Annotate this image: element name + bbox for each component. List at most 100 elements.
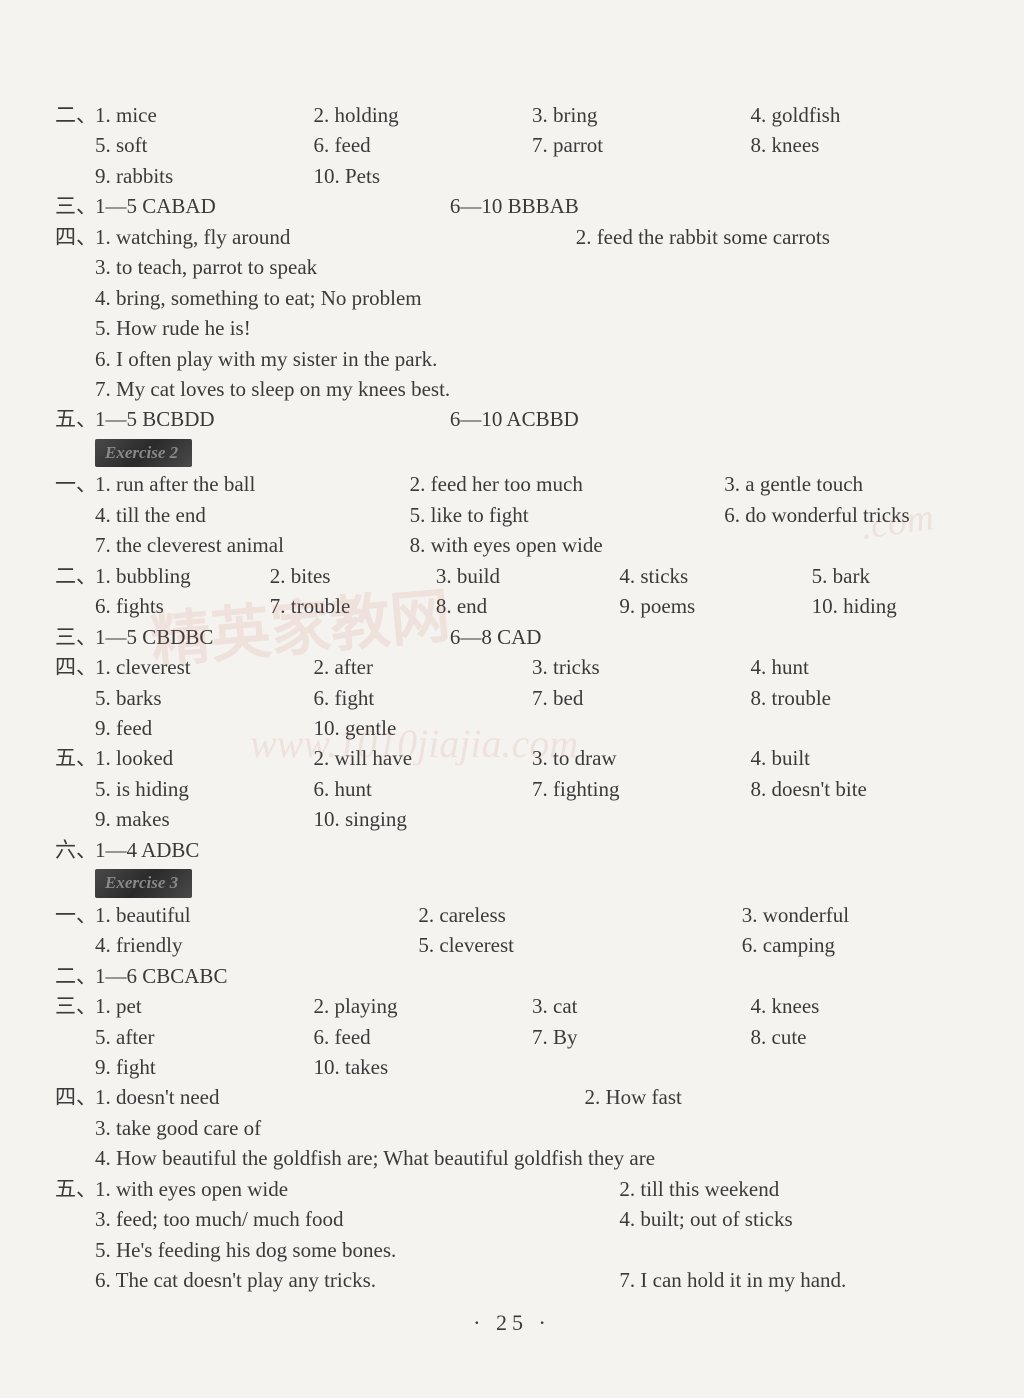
answer-item: 2. will have bbox=[314, 743, 533, 773]
section-b3-5: 五、 1. with eyes open wide 2. till this w… bbox=[55, 1174, 969, 1296]
answer-item: 3. to teach, parrot to speak bbox=[95, 252, 969, 282]
answer-item: 3. a gentle touch bbox=[724, 469, 969, 499]
answer-item: 6. fight bbox=[314, 683, 533, 713]
answer-item: 2. bites bbox=[270, 561, 436, 591]
section-label: 三、 bbox=[55, 991, 95, 1021]
answer-item: 2. holding bbox=[314, 100, 533, 130]
section-label: 一、 bbox=[55, 469, 95, 499]
answer-item: 4. sticks bbox=[619, 561, 811, 591]
section-b2-3: 三、 1—5 CBDBC 6—8 CAD bbox=[55, 622, 969, 652]
answer-item: 8. with eyes open wide bbox=[410, 530, 603, 560]
answer-item: 9. rabbits bbox=[95, 161, 314, 191]
section-label: 五、 bbox=[55, 404, 95, 434]
answer-item: 6—10 BBBAB bbox=[450, 191, 579, 221]
answer-item: 4. built bbox=[751, 743, 970, 773]
answer-item: 2. till this weekend bbox=[619, 1174, 779, 1204]
answer-item: 6. The cat doesn't play any tricks. bbox=[95, 1265, 619, 1295]
answer-item: 1. mice bbox=[95, 100, 314, 130]
answer-item: 2. How fast bbox=[584, 1082, 681, 1112]
answer-item: 6. do wonderful tricks bbox=[724, 500, 969, 530]
answer-item: 5. soft bbox=[95, 130, 314, 160]
answer-item: 7. My cat loves to sleep on my knees bes… bbox=[95, 374, 969, 404]
answer-item: 5. How rude he is! bbox=[95, 313, 969, 343]
answer-item: 8. trouble bbox=[751, 683, 970, 713]
answer-item: 8. cute bbox=[751, 1022, 970, 1052]
answer-item: 5. after bbox=[95, 1022, 314, 1052]
section-b2-2: 二、 1. bubbling 2. bites 3. build 4. stic… bbox=[55, 561, 969, 622]
answer-item: 3. build bbox=[436, 561, 620, 591]
answer-item: 9. makes bbox=[95, 804, 314, 834]
answer-item: 1. with eyes open wide bbox=[95, 1174, 619, 1204]
section-b2-1: 一、 1. run after the ball 2. feed her too… bbox=[55, 469, 969, 560]
section-b2-4: 四、 1. cleverest 2. after 3. tricks 4. hu… bbox=[55, 652, 969, 743]
answer-item: 5. cleverest bbox=[418, 930, 741, 960]
answer-item: 1—5 CABAD bbox=[95, 191, 445, 221]
answer-item: 7. bed bbox=[532, 683, 751, 713]
section-b3-4: 四、 1. doesn't need 2. How fast 3. take g… bbox=[55, 1082, 969, 1173]
section-label: 三、 bbox=[55, 191, 95, 221]
answer-item: 7. the cleverest animal bbox=[95, 530, 410, 560]
section-label: 六、 bbox=[55, 835, 95, 865]
answer-item: 7. trouble bbox=[270, 591, 436, 621]
answer-item: 3. tricks bbox=[532, 652, 751, 682]
answer-item: 2. after bbox=[314, 652, 533, 682]
section-label: 四、 bbox=[55, 1082, 95, 1112]
answer-item: 5. barks bbox=[95, 683, 314, 713]
answer-item: 4. built; out of sticks bbox=[619, 1204, 792, 1234]
answer-item: 5. like to fight bbox=[410, 500, 725, 530]
answer-item: 5. He's feeding his dog some bones. bbox=[95, 1235, 969, 1265]
section-label: 二、 bbox=[55, 561, 95, 591]
answer-item: 1—4 ADBC bbox=[95, 835, 199, 865]
answer-item: 7. I can hold it in my hand. bbox=[619, 1265, 846, 1295]
section-label: 一、 bbox=[55, 900, 95, 930]
exercise-3-label: Exercise 3 bbox=[95, 869, 192, 898]
answer-item: 1. watching, fly around bbox=[95, 222, 576, 252]
answer-key-content: 二、 1. mice 2. holding 3. bring 4. goldfi… bbox=[55, 100, 969, 1295]
answer-item: 8. knees bbox=[751, 130, 970, 160]
answer-item: 3. to draw bbox=[532, 743, 751, 773]
answer-item: 5. is hiding bbox=[95, 774, 314, 804]
answer-item: 7. parrot bbox=[532, 130, 751, 160]
answer-item: 10. gentle bbox=[314, 713, 533, 743]
answer-item: 7. By bbox=[532, 1022, 751, 1052]
answer-item: 1—5 CBDBC bbox=[95, 622, 445, 652]
answer-item: 1—5 BCBDD bbox=[95, 404, 445, 434]
answer-item: 6. I often play with my sister in the pa… bbox=[95, 344, 969, 374]
section-b2-5: 五、 1. looked 2. will have 3. to draw 4. … bbox=[55, 743, 969, 834]
section-b3-1: 一、 1. beautiful 2. careless 3. wonderful… bbox=[55, 900, 969, 961]
answer-item: 2. feed the rabbit some carrots bbox=[576, 222, 830, 252]
section-label: 五、 bbox=[55, 1174, 95, 1204]
section-b3-2: 二、 1—6 CBCABC bbox=[55, 961, 969, 991]
answer-item: 1. run after the ball bbox=[95, 469, 410, 499]
section-b3-3: 三、 1. pet 2. playing 3. cat 4. knees 5. … bbox=[55, 991, 969, 1082]
answer-item: 6. feed bbox=[314, 1022, 533, 1052]
answer-item: 6. fights bbox=[95, 591, 270, 621]
answer-item: 6. feed bbox=[314, 130, 533, 160]
answer-item: 5. bark bbox=[812, 561, 969, 591]
section-b1-3: 三、 1—5 CABAD 6—10 BBBAB bbox=[55, 191, 969, 221]
answer-item: 1. looked bbox=[95, 743, 314, 773]
answer-item: 9. poems bbox=[619, 591, 811, 621]
answer-item: 4. goldfish bbox=[751, 100, 970, 130]
answer-item: 4. knees bbox=[751, 991, 970, 1021]
section-b2-6: 六、 1—4 ADBC bbox=[55, 835, 969, 865]
answer-item: 1. doesn't need bbox=[95, 1082, 584, 1112]
section-label: 四、 bbox=[55, 652, 95, 682]
answer-item: 4. till the end bbox=[95, 500, 410, 530]
answer-item: 9. fight bbox=[95, 1052, 314, 1082]
section-b1-4: 四、 1. watching, fly around 2. feed the r… bbox=[55, 222, 969, 405]
answer-item: 8. end bbox=[436, 591, 620, 621]
answer-item: 1. cleverest bbox=[95, 652, 314, 682]
answer-item: 9. feed bbox=[95, 713, 314, 743]
answer-item: 6—8 CAD bbox=[450, 622, 542, 652]
section-b1-5: 五、 1—5 BCBDD 6—10 ACBBD bbox=[55, 404, 969, 434]
answer-item: 1. pet bbox=[95, 991, 314, 1021]
section-label: 二、 bbox=[55, 961, 95, 991]
page-number: · 25 · bbox=[55, 1310, 969, 1336]
answer-item: 2. feed her too much bbox=[410, 469, 725, 499]
answer-item: 10. singing bbox=[314, 804, 533, 834]
answer-item: 6. hunt bbox=[314, 774, 533, 804]
exercise-2-label: Exercise 2 bbox=[95, 439, 192, 468]
answer-item: 2. playing bbox=[314, 991, 533, 1021]
answer-item: 3. bring bbox=[532, 100, 751, 130]
